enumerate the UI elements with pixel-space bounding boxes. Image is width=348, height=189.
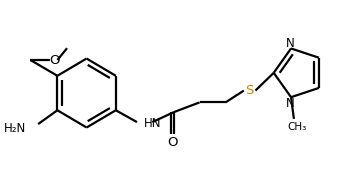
Text: CH₃: CH₃ [287,122,307,132]
Text: O: O [167,136,178,149]
Text: S: S [245,84,254,97]
Text: HN: HN [144,117,161,130]
Text: N: N [286,37,294,50]
Text: N: N [286,97,294,110]
Text: H₂N: H₂N [4,122,26,135]
Text: O: O [49,53,60,67]
